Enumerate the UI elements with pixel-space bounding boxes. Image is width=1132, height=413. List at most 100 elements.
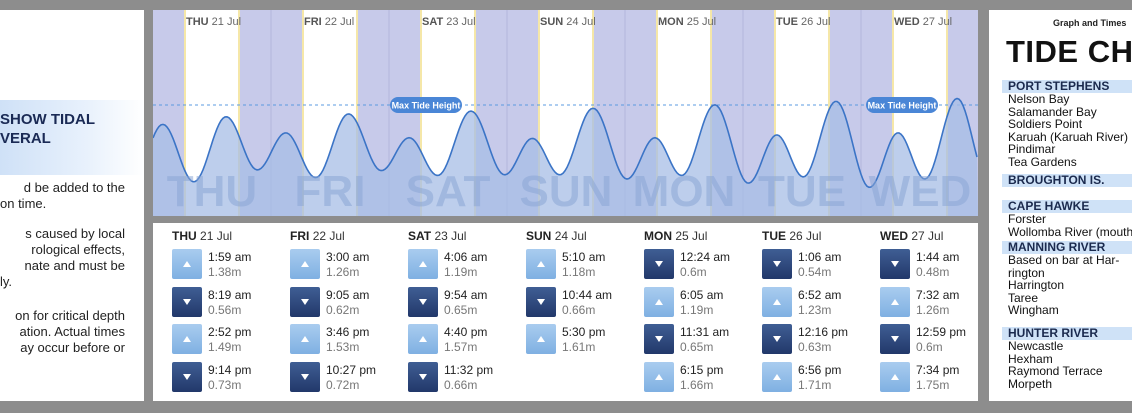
graph-day-label: MON 25 Jul bbox=[658, 16, 716, 28]
day-header: TUE 26 Jul bbox=[762, 229, 821, 243]
info-line: rological effects, bbox=[31, 242, 125, 257]
info-line: on for critical depth bbox=[15, 308, 125, 323]
tide-entry: 11:31 am 0.65m bbox=[644, 324, 762, 358]
location-item: Wingham bbox=[1008, 303, 1059, 317]
tide-time: 5:10 am bbox=[562, 250, 606, 264]
location-item: Based on bar at Har- bbox=[1008, 253, 1120, 267]
location-group: HUNTER RIVER Newcastle Hexham Raymond Terra… bbox=[1002, 327, 1132, 390]
day-abbr: MON bbox=[644, 229, 672, 243]
tide-entry: 11:32 pm 0.66m bbox=[408, 361, 526, 396]
info-paragraph: on for critical depth ation. Actual time… bbox=[0, 308, 125, 356]
tide-time: 7:32 am bbox=[916, 287, 960, 302]
info-line: s caused by local bbox=[25, 226, 125, 241]
tide-time: 6:05 am bbox=[680, 287, 724, 302]
tide-height: 0.66m bbox=[562, 302, 596, 317]
sunrise-line bbox=[538, 10, 540, 216]
low-tide-arrow-icon bbox=[526, 286, 556, 317]
max-tide-label: Max Tide Height bbox=[868, 101, 937, 111]
low-tide-arrow-icon bbox=[762, 324, 792, 354]
location-group: CAPE HAWKE Forster Wollomba River (mouth bbox=[1002, 200, 1132, 238]
tide-height: 0.73m bbox=[208, 377, 242, 392]
day-header: THU 21 Jul bbox=[172, 229, 232, 243]
tide-entry: 9:05 am 0.62m bbox=[290, 286, 408, 321]
tide-time: 12:24 am bbox=[680, 250, 731, 264]
day-date: 26 Jul bbox=[789, 229, 822, 243]
location-item: Tea Gardens bbox=[1008, 154, 1077, 169]
low-tide-arrow-icon bbox=[408, 361, 438, 392]
panel-caption: Graph and Times bbox=[1053, 18, 1127, 28]
tide-height: 1.26m bbox=[916, 302, 950, 317]
day-abbr: WED bbox=[880, 229, 908, 243]
tide-height: 0.62m bbox=[326, 302, 360, 317]
day-abbr: THU bbox=[172, 229, 197, 243]
day-watermark: FRI bbox=[295, 167, 366, 216]
day-watermark: SAT bbox=[406, 167, 491, 216]
tide-entry: 9:54 am 0.65m bbox=[408, 286, 526, 321]
info-line: ay occur before or bbox=[20, 340, 125, 355]
max-tide-badge: Max Tide Height bbox=[390, 97, 462, 113]
tide-time: 11:31 am bbox=[680, 325, 730, 339]
tide-entry: 5:10 am 1.18m bbox=[526, 249, 644, 283]
location-item: Forster bbox=[1008, 212, 1047, 226]
tide-entry: 6:05 am 1.19m bbox=[644, 286, 762, 321]
location-item: Salamander Bay bbox=[1008, 104, 1097, 119]
tide-height: 0.65m bbox=[444, 302, 478, 317]
location-group-heading: CAPE HAWKE bbox=[1002, 200, 1132, 213]
tide-time: 6:52 am bbox=[798, 287, 842, 302]
high-tide-arrow-icon bbox=[644, 361, 674, 392]
tide-time: 9:05 am bbox=[326, 287, 370, 302]
tide-height: 1.49m bbox=[208, 340, 242, 354]
max-tide-badge: Max Tide Height bbox=[866, 97, 938, 113]
tide-entry: 1:44 am 0.48m bbox=[880, 249, 998, 283]
location-group-heading: HUNTER RIVER bbox=[1002, 327, 1132, 340]
tide-height: 1.75m bbox=[916, 377, 950, 392]
tide-graph: THU 21 Jul FRI 22 Jul SAT 23 Jul SUN 24 Jul… bbox=[153, 10, 978, 216]
day-watermark: TUE bbox=[758, 167, 846, 216]
info-heading-line: VERAL bbox=[0, 130, 51, 147]
tide-entry: 2:52 pm 1.49m bbox=[172, 324, 290, 358]
tide-height: 0.56m bbox=[208, 302, 242, 317]
tide-height: 0.6m bbox=[916, 340, 943, 354]
graph-day-label: SUN 24 Jul bbox=[540, 16, 596, 28]
day-watermark: WED bbox=[869, 167, 972, 216]
day-date: 27 Jul bbox=[911, 229, 944, 243]
location-item: Taree bbox=[1008, 290, 1039, 305]
tide-entry: 4:06 am 1.19m bbox=[408, 249, 526, 283]
day-header: SUN 24 Jul bbox=[526, 229, 587, 243]
graph-day-label: SAT 23 Jul bbox=[422, 16, 476, 28]
tide-entry: 3:00 am 1.26m bbox=[290, 249, 408, 283]
low-tide-arrow-icon bbox=[880, 324, 910, 354]
day-date: 21 Jul bbox=[200, 229, 233, 243]
tide-time: 6:15 pm bbox=[680, 362, 724, 377]
low-tide-arrow-icon bbox=[880, 249, 910, 279]
day-watermark: THU bbox=[167, 167, 257, 216]
day-header: WED 27 Jul bbox=[880, 229, 943, 243]
tide-time: 4:06 am bbox=[444, 250, 488, 264]
low-tide-arrow-icon bbox=[290, 361, 320, 392]
sunrise-line bbox=[774, 10, 776, 216]
tide-time: 10:27 pm bbox=[326, 362, 377, 377]
tide-height: 0.6m bbox=[680, 265, 707, 279]
high-tide-arrow-icon bbox=[762, 286, 792, 317]
tide-time: 11:32 pm bbox=[444, 362, 494, 377]
day-column-sun: SUN 24 Jul 5:10 am 1.18m 10:44 am 0.66m 5:30 … bbox=[526, 223, 644, 401]
info-line: ly. bbox=[0, 274, 13, 289]
tide-height: 1.57m bbox=[444, 340, 478, 354]
high-tide-arrow-icon bbox=[526, 249, 556, 279]
low-tide-arrow-icon bbox=[172, 286, 202, 317]
tide-time: 5:30 pm bbox=[562, 325, 606, 339]
tide-time: 9:14 pm bbox=[208, 362, 252, 377]
locations-panel: Graph and Times TIDE CH PORT STEPHENS Nel… bbox=[989, 10, 1132, 401]
day-abbr: SUN bbox=[526, 229, 552, 243]
tide-time: 7:34 pm bbox=[916, 362, 960, 377]
tide-entry: 5:30 pm 1.61m bbox=[526, 324, 644, 358]
tide-time: 3:00 am bbox=[326, 250, 370, 264]
sunset-line bbox=[946, 10, 948, 216]
graph-day-label: TUE 26 Jul bbox=[776, 16, 830, 28]
panel-title: TIDE CH bbox=[1006, 34, 1132, 69]
info-line: d be added to the bbox=[23, 180, 125, 195]
location-group-heading: PORT STEPHENS bbox=[1002, 80, 1132, 93]
day-date: 24 Jul bbox=[554, 229, 587, 243]
low-tide-arrow-icon bbox=[408, 286, 438, 317]
info-line: on time. bbox=[0, 196, 47, 211]
